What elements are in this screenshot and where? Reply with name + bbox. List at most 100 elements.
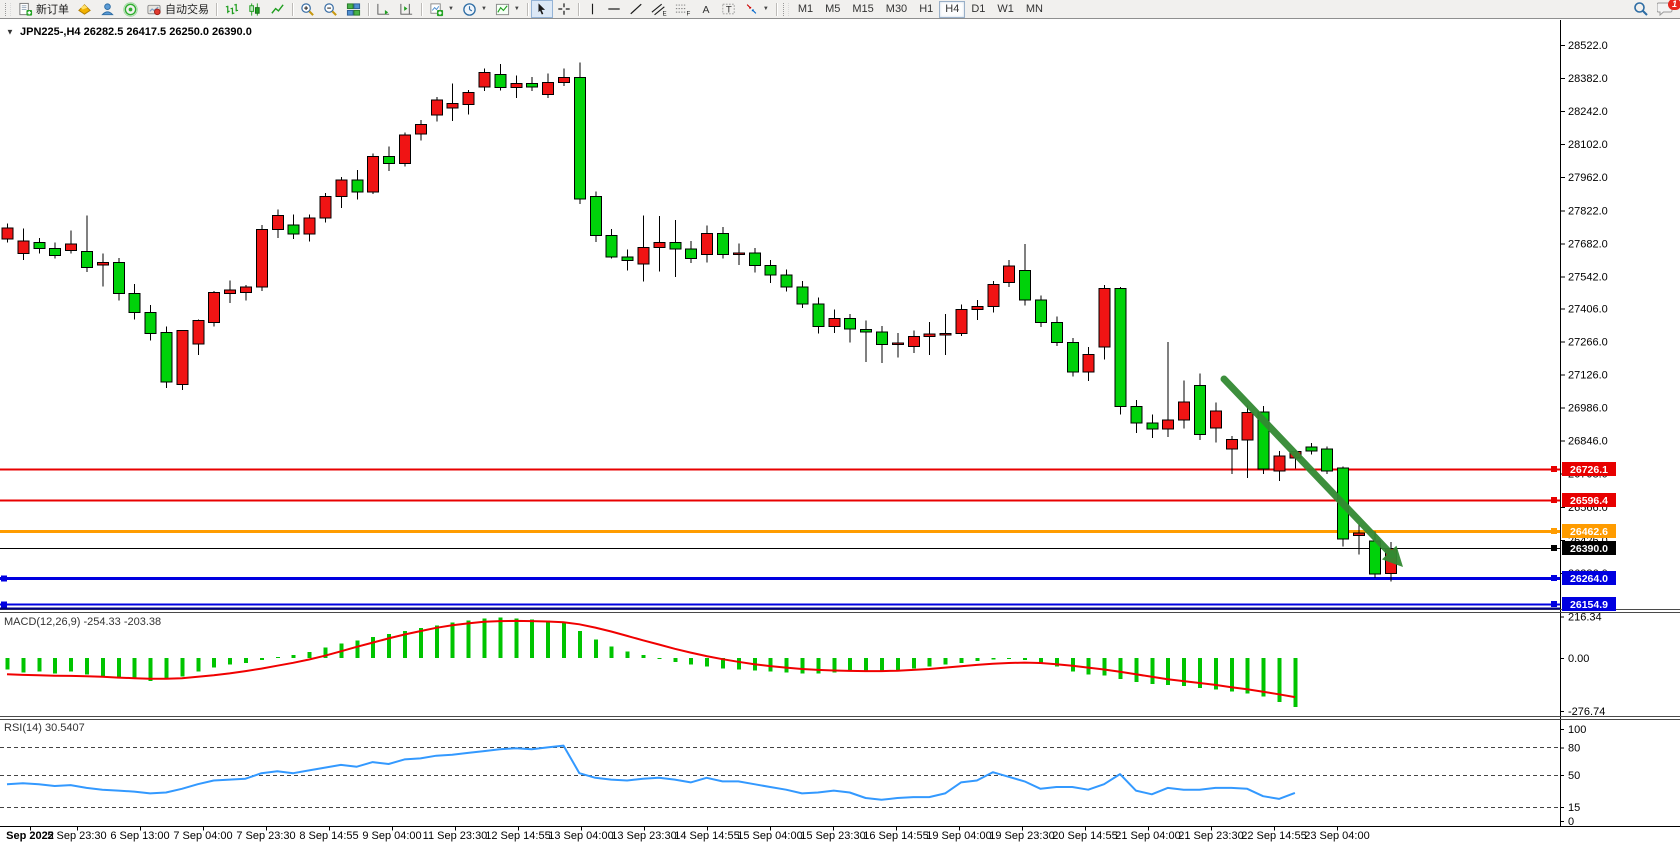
candle [1209,410,1222,429]
time-axis-label: 21 Sep 23:30 [1178,830,1243,842]
time-axis-label: Sep 2022 [6,830,54,842]
candle [287,224,300,235]
text-a-icon: A [702,4,709,16]
svg-text:F: F [686,10,690,16]
candle [399,134,411,165]
tile-windows-button[interactable] [342,0,365,18]
horizontal-line-tool-button[interactable] [603,0,625,18]
line-handle[interactable] [1551,528,1557,534]
auto-scroll-button[interactable] [372,0,395,18]
candle [1035,299,1047,323]
timeframe-button-M1[interactable]: M1 [797,2,814,15]
candle [732,252,745,256]
candle [81,250,93,268]
line-handle[interactable] [1,601,7,608]
price-axis-tick: 26986.0 [1568,403,1608,415]
candlestick-icon [249,2,260,16]
price-axis-tick: 27822.0 [1568,205,1608,217]
price-axis-tick: 26566.0 [1568,502,1608,514]
timeframe-button-D1[interactable]: D1 [971,2,986,15]
chart-window[interactable]: 28522.0 28382.0 28242.0 28102.0 27962.0 27822… [0,19,1680,843]
line-handle[interactable] [1551,497,1557,503]
clock-icon [463,2,476,16]
fibonacci-tool-button[interactable]: F [671,0,695,18]
candle [33,241,46,250]
zoom-out-button[interactable] [319,0,342,18]
candle [17,240,30,254]
timeframe-button-M5[interactable]: M5 [825,2,841,15]
new-order-button[interactable]: 新订单 [14,0,73,18]
toolbar-grip[interactable] [5,2,11,16]
chart-shift-button[interactable] [395,0,418,18]
bar-chart-mode-button[interactable] [220,0,243,18]
timeframe-button-H1[interactable]: H1 [919,2,934,15]
price-axis-tick: 27406.0 [1568,303,1608,315]
timeframe-button-W1[interactable]: W1 [997,2,1014,15]
templates-button[interactable]: ▼ [491,0,524,18]
candle [1178,401,1191,421]
candle [1353,532,1365,536]
price-axis-tick: 27962.0 [1568,172,1608,184]
line-handle[interactable] [1551,601,1557,607]
timeframe-button-M30[interactable]: M30 [885,2,908,15]
line-handle[interactable] [1,575,7,582]
text-tool-button[interactable]: A [695,0,717,18]
rsi-axis-tick: 0 [1568,816,1574,828]
annotation-layer[interactable] [1220,375,1403,567]
periods-button[interactable]: ▼ [458,0,491,18]
symbol-dropdown-icon[interactable]: ▼ [6,28,14,37]
candle [558,76,570,83]
search-button[interactable] [1629,0,1653,18]
crosshair-tool-button[interactable] [553,0,575,18]
line-handle[interactable] [1551,466,1557,472]
time-axis-label: 5 Sep 23:30 [47,830,106,842]
community-button[interactable] [96,0,119,18]
time-axis-label: 21 Sep 04:00 [1115,830,1180,842]
market-watch-button[interactable] [73,0,96,18]
chat-button[interactable]: 1 [1653,0,1680,18]
time-axis-label: 7 Sep 04:00 [173,830,232,842]
line-handle[interactable] [1551,575,1557,581]
chart-shift-icon [400,3,413,15]
trendline-icon [630,3,642,15]
channel-tool-button[interactable]: E [647,0,671,18]
timeframe-button-M15[interactable]: M15 [852,2,874,15]
new-order-icon [19,2,33,16]
candle [1273,455,1286,472]
zoom-in-icon [301,2,314,16]
trendline-tool-button[interactable] [625,0,647,18]
indicators-plus-icon [430,2,444,16]
drawn-arrow[interactable] [1220,375,1396,559]
timeframe-button-MN[interactable]: MN [1025,2,1043,15]
toolbar-grip[interactable] [782,2,789,16]
toolbar-separator [292,2,293,16]
zoom-in-button[interactable] [296,0,319,18]
time-axis-label: 19 Sep 04:00 [926,830,991,842]
candle-chart-mode-button[interactable] [243,0,266,18]
signals-button[interactable] [119,0,142,18]
timeframe-button-H4[interactable]: H4 [939,0,966,18]
candle [987,283,1000,307]
rsi-label: RSI(14) 30.5407 [4,722,85,734]
search-icon [1634,2,1648,16]
autotrading-label: 自动交易 [165,4,209,16]
price-label-box-resistance [1562,493,1616,507]
vertical-line-tool-button[interactable] [582,0,603,18]
price-axis-tick: 28242.0 [1568,106,1608,118]
line-chart-mode-button[interactable] [266,0,289,18]
template-chart-icon [495,3,509,15]
arrows-tool-button[interactable]: ▼ [740,0,773,18]
candle [748,252,761,266]
indicators-button[interactable]: ▼ [425,0,458,18]
fibonacci-icon: F [675,4,690,17]
horizontal-lines-layer[interactable] [0,468,1560,610]
cursor-tool-button[interactable] [530,0,553,18]
line-handle[interactable] [1551,545,1557,551]
candle [1146,422,1159,430]
text-label-tool-button[interactable]: T [717,0,740,18]
candle [462,92,475,106]
chart-canvas[interactable]: 28522.0 28382.0 28242.0 28102.0 27962.0 27822… [0,19,1680,843]
autotrading-button[interactable]: 自动交易 [142,0,213,18]
candle [1321,448,1334,472]
drawn-arrow-head[interactable] [1381,545,1403,567]
